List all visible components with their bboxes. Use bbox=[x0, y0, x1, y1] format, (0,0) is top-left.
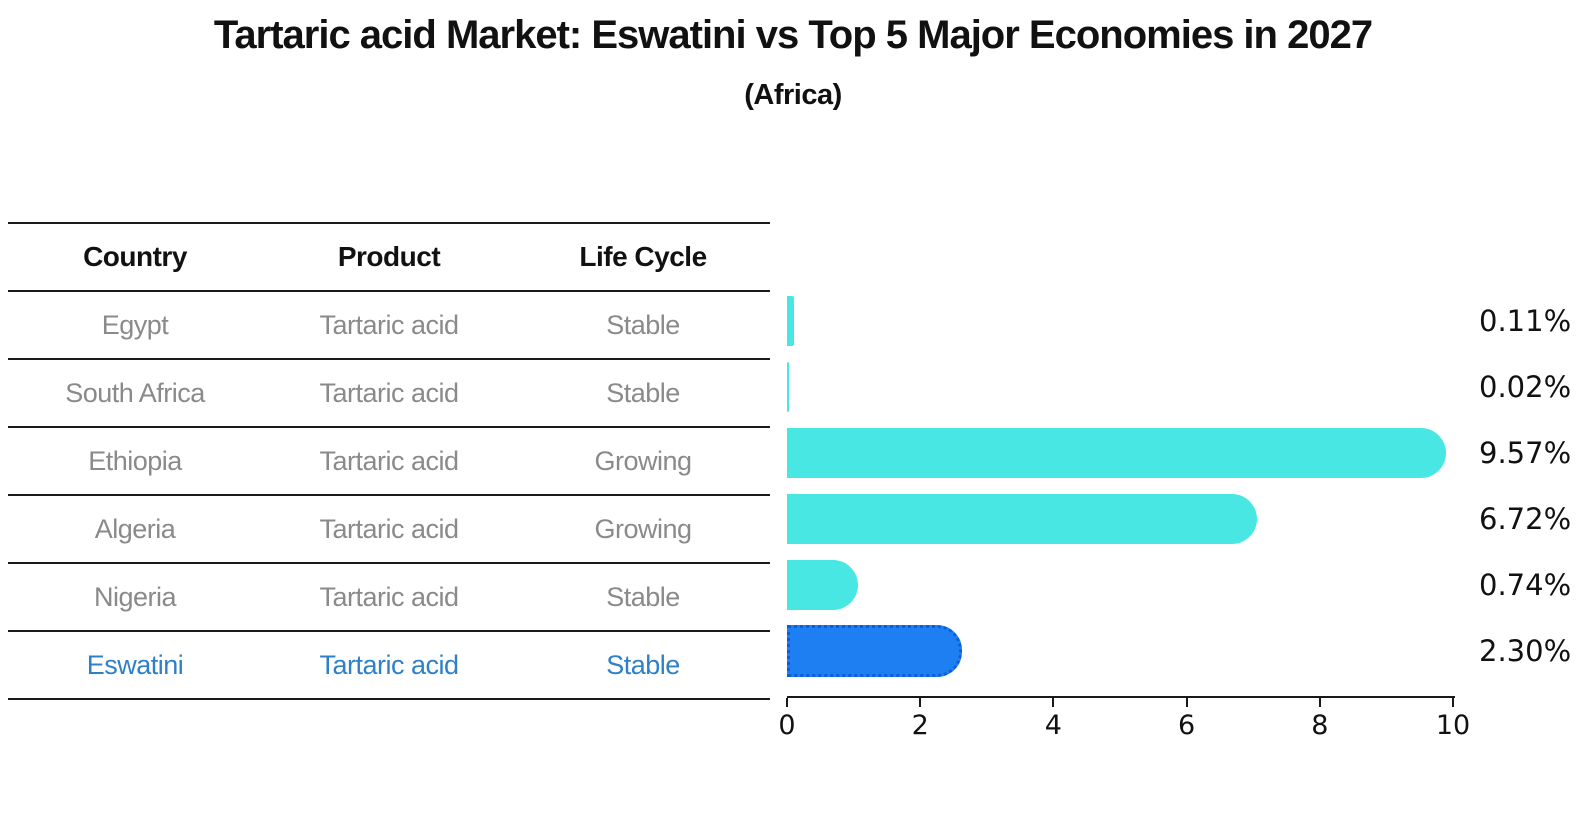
bar-nigeria bbox=[787, 560, 859, 610]
table-cell-life-cycle: Stable bbox=[606, 649, 680, 680]
bar-south-africa bbox=[787, 362, 789, 412]
x-axis-tick bbox=[1185, 698, 1188, 707]
x-axis-tick bbox=[919, 698, 922, 707]
bar-algeria bbox=[787, 494, 1257, 544]
table-header-row: Country Product Life Cycle bbox=[8, 224, 770, 290]
x-axis-tick bbox=[1318, 698, 1321, 707]
x-axis-tick-label: 4 bbox=[1044, 710, 1062, 741]
bar-value-label: 9.57% bbox=[1479, 436, 1572, 470]
table-cell-country: Ethiopia bbox=[88, 445, 182, 476]
table-row-nigeria: Nigeria Tartaric acid Stable bbox=[8, 562, 770, 630]
x-axis-tick-label: 0 bbox=[778, 710, 796, 741]
table-cell-life-cycle: Stable bbox=[606, 377, 680, 408]
x-axis-tick-label: 2 bbox=[911, 710, 929, 741]
chart-title: Tartaric acid Market: Eswatini vs Top 5 … bbox=[213, 13, 1373, 57]
table-cell-product: Tartaric acid bbox=[319, 377, 459, 408]
table-cell-life-cycle: Growing bbox=[594, 445, 692, 476]
bar-egypt bbox=[787, 296, 795, 346]
bar-value-label: 0.74% bbox=[1479, 568, 1572, 602]
table-row-eswatini: Eswatini Tartaric acid Stable bbox=[8, 630, 770, 698]
bar-eswatini bbox=[787, 625, 963, 677]
table-cell-country: Nigeria bbox=[93, 581, 177, 612]
table-cell-product: Tartaric acid bbox=[319, 309, 459, 340]
bar-ethiopia bbox=[787, 428, 1447, 478]
table-cell-country: South Africa bbox=[65, 377, 205, 408]
x-axis-tick bbox=[1452, 698, 1454, 707]
chart-subtitle: (Africa) bbox=[744, 79, 842, 111]
table-header-product: Product bbox=[337, 241, 441, 272]
table-cell-life-cycle: Stable bbox=[606, 581, 680, 612]
table-cell-product: Tartaric acid bbox=[319, 513, 459, 544]
bar-value-label: 0.11% bbox=[1479, 304, 1572, 338]
bar-value-label: 2.30% bbox=[1479, 634, 1572, 668]
x-axis-tick-label: 6 bbox=[1178, 710, 1196, 741]
table-row-south-africa: South Africa Tartaric acid Stable bbox=[8, 358, 770, 426]
table-cell-product: Tartaric acid bbox=[319, 649, 459, 680]
x-axis-line bbox=[787, 696, 1455, 698]
table-row-egypt: Egypt Tartaric acid Stable bbox=[8, 290, 770, 358]
bar-value-label: 6.72% bbox=[1479, 502, 1572, 536]
table-cell-country: Eswatini bbox=[86, 649, 184, 680]
x-axis-tick bbox=[1052, 698, 1055, 707]
table-cell-country: Egypt bbox=[101, 309, 169, 340]
country-table: Country Product Life Cycle Egypt Tartaric ac… bbox=[8, 222, 770, 700]
table-header-country: Country bbox=[83, 241, 187, 272]
table-cell-country: Algeria bbox=[94, 513, 176, 544]
x-axis-tick-label: 10 bbox=[1435, 710, 1471, 741]
table-header-life-cycle: Life Cycle bbox=[579, 241, 707, 272]
table-cell-life-cycle: Growing bbox=[594, 513, 692, 544]
table-cell-product: Tartaric acid bbox=[319, 581, 459, 612]
table-row-algeria: Algeria Tartaric acid Growing bbox=[8, 494, 770, 562]
table-row-ethiopia: Ethiopia Tartaric acid Growing bbox=[8, 426, 770, 494]
table-cell-life-cycle: Stable bbox=[606, 309, 680, 340]
x-axis-tick bbox=[786, 698, 788, 707]
bar-value-label: 0.02% bbox=[1479, 370, 1572, 404]
x-axis-tick-label: 8 bbox=[1311, 710, 1329, 741]
table-cell-product: Tartaric acid bbox=[319, 445, 459, 476]
